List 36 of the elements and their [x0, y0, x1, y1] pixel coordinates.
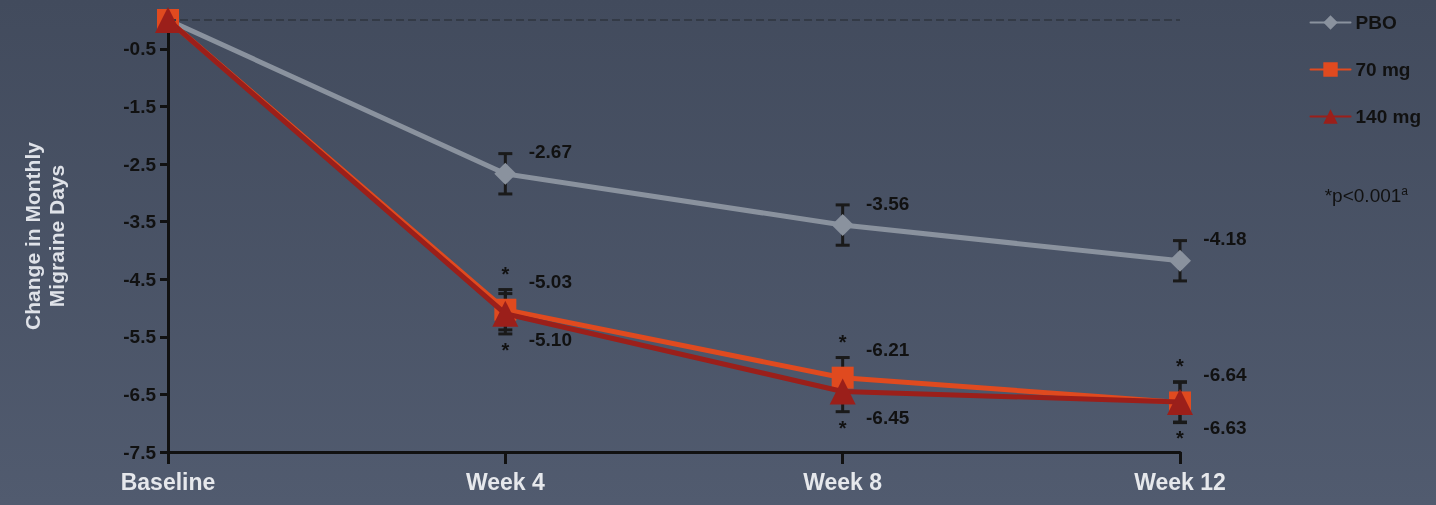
legend-label: 140 mg — [1355, 106, 1421, 127]
y-tick-label: -2.5 — [123, 153, 157, 175]
point — [494, 162, 517, 185]
x-tick-label: Week 8 — [803, 468, 883, 495]
annotation: * — [1176, 427, 1185, 450]
y-tick-label: -4.5 — [123, 268, 157, 290]
annotation: * — [501, 338, 510, 361]
data-label: -6.45 — [866, 407, 910, 429]
annotation: * — [1176, 355, 1185, 378]
data-label: -6.63 — [1203, 417, 1247, 439]
data-label: -5.10 — [528, 329, 572, 351]
y-tick-label: -1.5 — [123, 95, 157, 117]
annotation: * — [501, 262, 510, 285]
y-tick-label: -5.5 — [123, 326, 157, 348]
y-tick-label: -0.5 — [123, 38, 157, 60]
y-tick-label: -3.5 — [123, 211, 157, 233]
annotation: * — [838, 416, 847, 439]
x-tick-label: Week 4 — [465, 468, 545, 495]
legend-label: 70 mg — [1355, 59, 1411, 80]
y-tick-label: -7.5 — [123, 441, 157, 463]
data-label: -6.21 — [866, 339, 910, 361]
point — [1169, 249, 1191, 272]
point — [829, 378, 856, 405]
point — [831, 214, 854, 237]
data-label: -4.18 — [1203, 228, 1247, 250]
point — [492, 300, 519, 327]
x-tick-label: Baseline — [120, 468, 216, 495]
data-label: -2.67 — [528, 141, 572, 163]
x-tick-label: Week 12 — [1134, 468, 1226, 495]
y-tick-label: -6.5 — [123, 383, 157, 405]
data-label: -6.64 — [1203, 363, 1248, 385]
data-label: -3.56 — [866, 192, 910, 214]
annotation: * — [838, 330, 847, 353]
data-label: -5.03 — [528, 271, 572, 293]
legend-label: PBO — [1355, 12, 1397, 33]
y-axis-title: Change in Monthly Migraine Days — [20, 141, 68, 330]
